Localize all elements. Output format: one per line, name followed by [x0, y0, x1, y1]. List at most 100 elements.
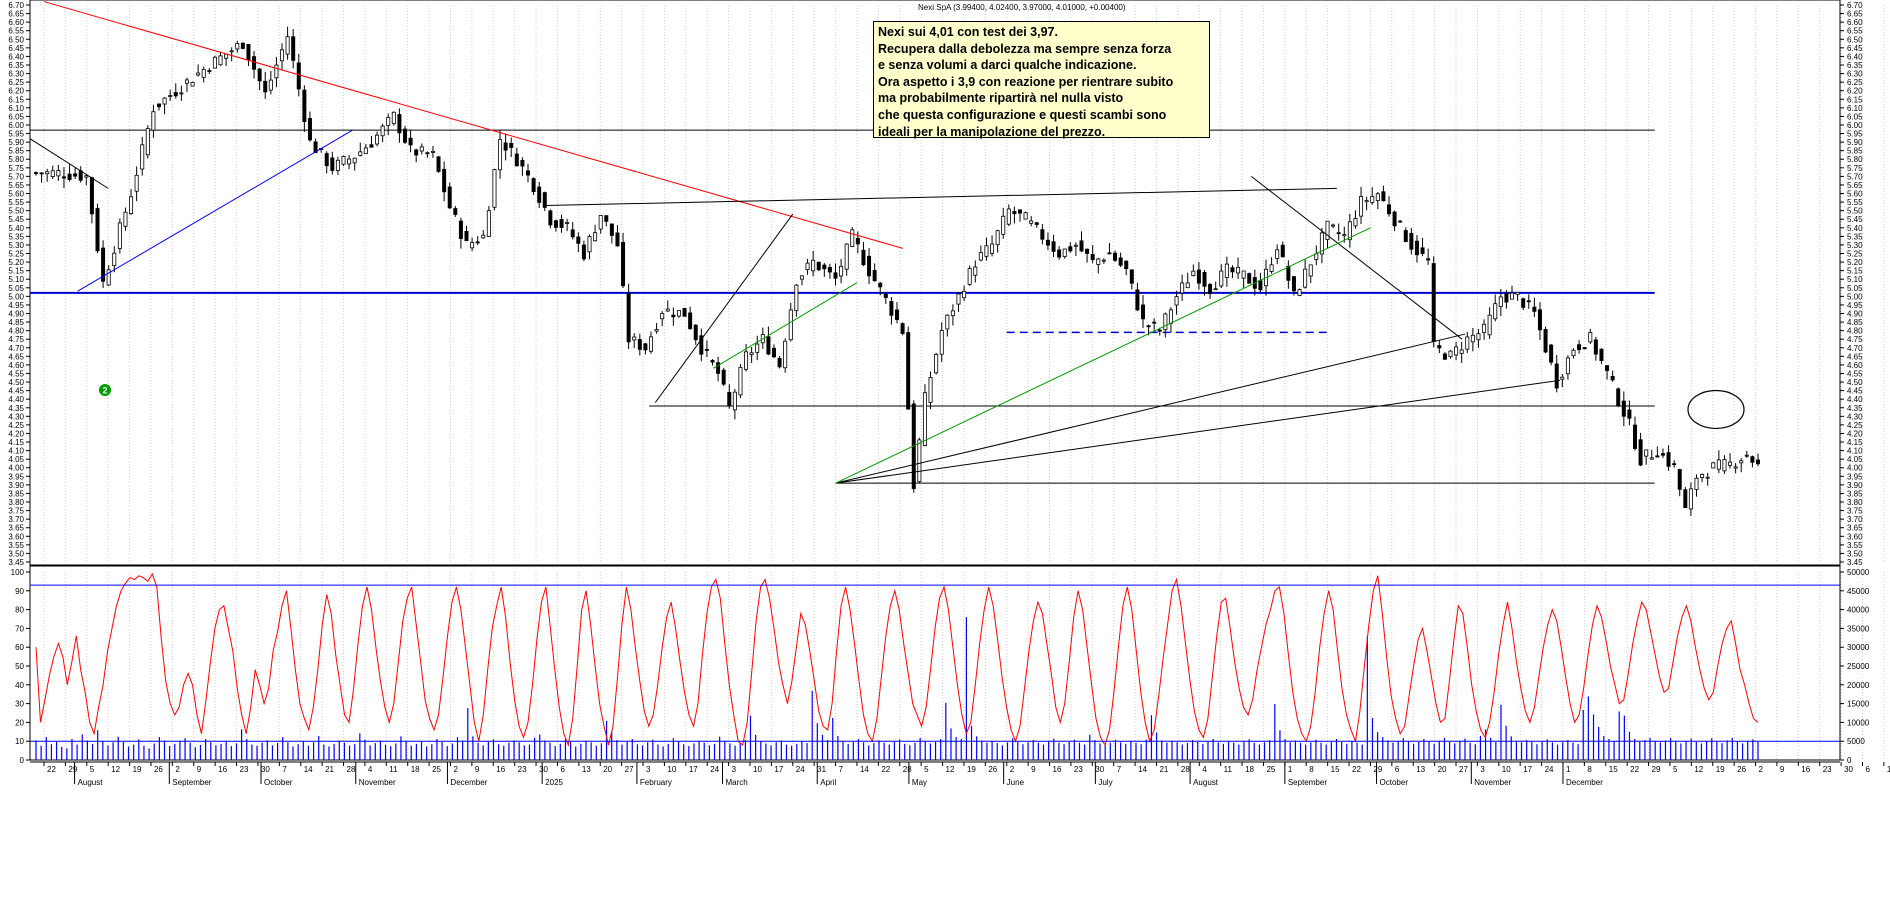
candle-body: [425, 152, 430, 155]
month-label: June: [1007, 778, 1025, 787]
price-tick-label: 4.45: [1847, 387, 1863, 396]
vol-tick-label: 50000: [1847, 568, 1870, 577]
day-label: 4: [1202, 765, 1207, 774]
price-tick-label: 3.45: [8, 558, 24, 567]
candle-body: [777, 358, 782, 368]
price-tick-label: 5.60: [1847, 190, 1863, 199]
fan-trend-line: [835, 227, 1371, 484]
candle-body: [1722, 459, 1727, 472]
candle-body: [101, 247, 106, 282]
candle-body: [50, 170, 55, 177]
day-label: 24: [796, 765, 805, 774]
price-tick-label: 6.05: [8, 112, 24, 121]
osc-tick-label: 20: [15, 718, 24, 727]
price-tick-label: 5.30: [1847, 241, 1863, 250]
oscillator-line: [35, 572, 1759, 747]
indicator-panel-frame: [29, 565, 1841, 761]
price-tick-label: 4.10: [8, 447, 24, 456]
red-downtrend-line: [43, 1, 903, 249]
candle-body: [1269, 264, 1274, 272]
osc-tick-label: 0: [20, 756, 25, 765]
candle-body: [654, 329, 659, 332]
candle-body: [788, 309, 793, 341]
candle-body: [291, 36, 296, 61]
price-tick-label: 3.55: [1847, 541, 1863, 550]
candle-body: [1549, 344, 1554, 363]
price-tick-label: 4.65: [1847, 352, 1863, 361]
candle-body: [1135, 289, 1140, 311]
day-label: 9: [1780, 765, 1785, 774]
price-tick-label: 4.25: [8, 421, 24, 430]
month-label: May: [912, 778, 927, 787]
candle-body: [470, 242, 475, 249]
candle-body: [917, 439, 922, 483]
price-tick-label: 4.40: [1847, 395, 1863, 404]
day-label: 20: [1438, 765, 1447, 774]
candle-body: [1219, 270, 1224, 287]
candle-body: [1543, 328, 1548, 353]
candle-body: [950, 310, 955, 316]
candle-body: [1387, 204, 1392, 215]
candle-body: [559, 218, 564, 228]
price-tick-label: 5.50: [8, 207, 24, 216]
candle-body: [688, 312, 693, 330]
candle-body: [347, 158, 352, 165]
price-tick-label: 6.10: [1847, 104, 1863, 113]
candle-body: [1744, 454, 1749, 457]
price-tick-label: 3.95: [1847, 472, 1863, 481]
month-label: August: [78, 778, 104, 787]
candle-body: [704, 349, 709, 351]
candle-body: [822, 264, 827, 270]
day-label: 7: [1117, 765, 1122, 774]
candle-body: [626, 292, 631, 343]
fan-trend-line: [713, 282, 858, 369]
candle-body: [710, 360, 715, 363]
candle-body: [112, 252, 117, 266]
candle-body: [1034, 222, 1039, 225]
day-label: 23: [240, 765, 249, 774]
day-label: 21: [325, 765, 334, 774]
month-label: February: [640, 778, 672, 787]
price-tick-label: 5.20: [1847, 258, 1863, 267]
price-tick-label: 6.00: [1847, 121, 1863, 130]
day-label: 19: [133, 765, 142, 774]
candle-body: [45, 171, 50, 175]
price-tick-label: 4.25: [1847, 421, 1863, 430]
candle-body: [106, 269, 111, 286]
desc-channel-line: [1250, 175, 1463, 340]
price-tick-label: 6.00: [8, 121, 24, 130]
candle-body: [1342, 234, 1347, 237]
vol-tick-label: 10000: [1847, 718, 1870, 727]
price-tick-label: 5.65: [8, 181, 24, 190]
candle-body: [486, 210, 491, 237]
day-label: 17: [774, 765, 783, 774]
price-tick-label: 6.15: [8, 95, 24, 104]
candle-body: [1582, 347, 1587, 350]
annotation-line: e senza volumi a darci qualche indicazio…: [878, 58, 1137, 73]
candle-body: [956, 293, 961, 305]
price-tick-label: 5.95: [1847, 130, 1863, 139]
candle-body: [565, 222, 570, 224]
price-tick-label: 4.50: [8, 378, 24, 387]
candle-body: [1655, 455, 1660, 458]
candle-body: [279, 49, 284, 62]
candle-body: [1090, 254, 1095, 261]
candle-body: [548, 210, 553, 226]
candle-body: [391, 111, 396, 124]
candle-body: [358, 151, 363, 156]
day-label: 13: [582, 765, 591, 774]
candle-body: [744, 351, 749, 370]
day-label: 1: [1288, 765, 1293, 774]
price-tick-label: 6.30: [1847, 70, 1863, 79]
candle-body: [643, 343, 648, 351]
day-label: 1: [1566, 765, 1571, 774]
candle-body: [1633, 424, 1638, 449]
candle-body: [1107, 252, 1112, 255]
day-label: 14: [860, 765, 869, 774]
candle-body: [749, 352, 754, 355]
candle-body: [341, 156, 346, 165]
candle-body: [1627, 409, 1632, 419]
day-label: 8: [1309, 765, 1314, 774]
candle-body: [1118, 257, 1123, 266]
month-label: September: [1288, 778, 1327, 787]
